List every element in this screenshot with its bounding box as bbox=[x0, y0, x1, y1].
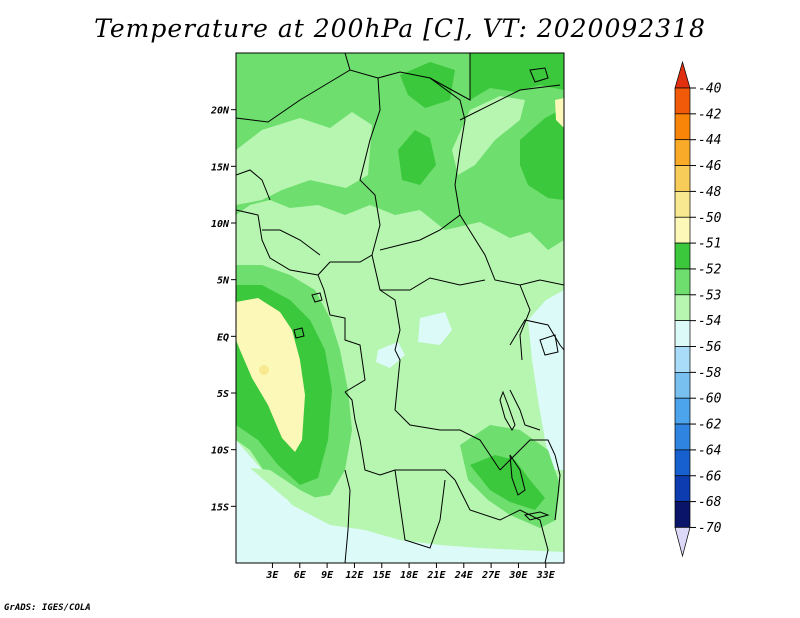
colorbar-label: -48 bbox=[698, 185, 722, 200]
lon-tick-label: 9E bbox=[321, 570, 334, 581]
lon-tick-label: 18E bbox=[400, 570, 419, 581]
lon-tick-label: 33E bbox=[536, 570, 556, 581]
colorbar-swatch bbox=[674, 346, 691, 373]
temp-band-51-nw bbox=[400, 62, 455, 108]
colorbar-label: -42 bbox=[698, 107, 722, 122]
lat-tick-label: 15S bbox=[211, 502, 229, 513]
temp-band-53-north-patch bbox=[236, 112, 372, 205]
colorbar: -40 -42 -44 -46 -48 -50 -51 -52 -53 -54 -56 -58 -60 -… bbox=[674, 60, 722, 558]
colorbar-swatch bbox=[674, 501, 691, 528]
colorbar-swatch bbox=[674, 139, 691, 166]
temp-band-51-north bbox=[470, 53, 564, 100]
lon-tick-label: 24E bbox=[454, 570, 474, 581]
map-frame bbox=[235, 52, 565, 564]
lat-tick-label: 10N bbox=[211, 219, 230, 230]
map-plot-area bbox=[236, 53, 564, 563]
lon-tick-label: 21E bbox=[426, 570, 446, 581]
colorbar-swatch bbox=[674, 87, 691, 115]
colorbar-top-triangle bbox=[674, 60, 691, 89]
temp-band-51-ne bbox=[520, 108, 564, 200]
colorbar-label: -70 bbox=[698, 521, 722, 536]
lat-tick-label: 5S bbox=[217, 389, 229, 400]
colorbar-swatch bbox=[674, 242, 691, 270]
lon-tick-label: 27E bbox=[481, 570, 501, 581]
lon-tick-label: 12E bbox=[345, 570, 364, 581]
map-title: Temperature at 200hPa [C], VT: 202009231… bbox=[94, 14, 706, 43]
temp-band-54-center bbox=[418, 312, 452, 345]
temp-band-48-spot bbox=[259, 365, 269, 375]
colorbar-label: -46 bbox=[698, 159, 722, 174]
colorbar-label: -56 bbox=[698, 340, 722, 355]
colorbar-label: -62 bbox=[698, 418, 722, 433]
colorbar-swatch bbox=[674, 268, 691, 296]
lon-tick-label: 6E bbox=[294, 570, 307, 581]
colorbar-label: -44 bbox=[698, 133, 721, 148]
lon-tick-label: 15E bbox=[373, 570, 392, 581]
temp-band-51-southeast bbox=[470, 455, 545, 510]
lakes bbox=[293, 67, 559, 521]
temp-band-54-center2 bbox=[376, 342, 405, 368]
colorbar-swatch bbox=[674, 397, 691, 425]
temp-band-53-north-patch2 bbox=[452, 96, 525, 175]
colorbar-label: -60 bbox=[698, 392, 722, 407]
colorbar-swatch bbox=[674, 423, 691, 451]
lat-tick-label: 15N bbox=[211, 162, 230, 173]
colorbar-label: -58 bbox=[698, 366, 722, 381]
lat-tick-label: 20N bbox=[210, 106, 230, 117]
colorbar-label: -40 bbox=[698, 82, 722, 97]
colorbar-swatch bbox=[674, 216, 691, 244]
longitude-axis: 3E 6E 9E 12E 15E 18E 21E 24E 27E 30E 33E bbox=[265, 563, 556, 581]
lon-tick-label: 30E bbox=[508, 570, 528, 581]
lat-tick-label: EQ bbox=[217, 332, 229, 343]
colorbar-label: -52 bbox=[698, 262, 722, 277]
country-borders bbox=[236, 53, 564, 563]
temp-band-50-west bbox=[236, 298, 305, 452]
colorbar-swatch bbox=[674, 475, 691, 502]
colorbar-swatch bbox=[674, 191, 691, 218]
lat-tick-label: 10S bbox=[211, 446, 229, 457]
latitude-axis: 20N 15N 10N 5N EQ 5S 10S 15S bbox=[210, 106, 236, 513]
colorbar-label: -50 bbox=[698, 211, 722, 226]
temp-band-54-southwest bbox=[236, 440, 564, 563]
colorbar-swatch bbox=[674, 113, 691, 141]
colorbar-label: -66 bbox=[698, 469, 722, 484]
colorbar-swatch bbox=[674, 372, 691, 399]
colorbar-bottom-triangle bbox=[674, 527, 691, 558]
colorbar-swatch bbox=[674, 165, 691, 192]
credit-text: GrADS: IGES/COLA bbox=[4, 603, 91, 613]
lat-tick-label: 5N bbox=[217, 276, 230, 287]
colorbar-label: -64 bbox=[698, 443, 721, 458]
temp-band-50-ne-spot bbox=[555, 98, 564, 128]
colorbar-swatch bbox=[674, 449, 691, 477]
colorbar-swatch bbox=[674, 320, 691, 347]
colorbar-swatch bbox=[674, 294, 691, 321]
lon-tick-label: 3E bbox=[265, 570, 279, 581]
temp-band-53-south-patch bbox=[250, 468, 352, 523]
colorbar-label: -53 bbox=[698, 288, 721, 303]
colorbar-label: -68 bbox=[698, 495, 722, 510]
temp-band-51-center bbox=[398, 130, 436, 185]
colorbar-label: -51 bbox=[698, 237, 721, 252]
colorbar-label: -54 bbox=[698, 314, 721, 329]
